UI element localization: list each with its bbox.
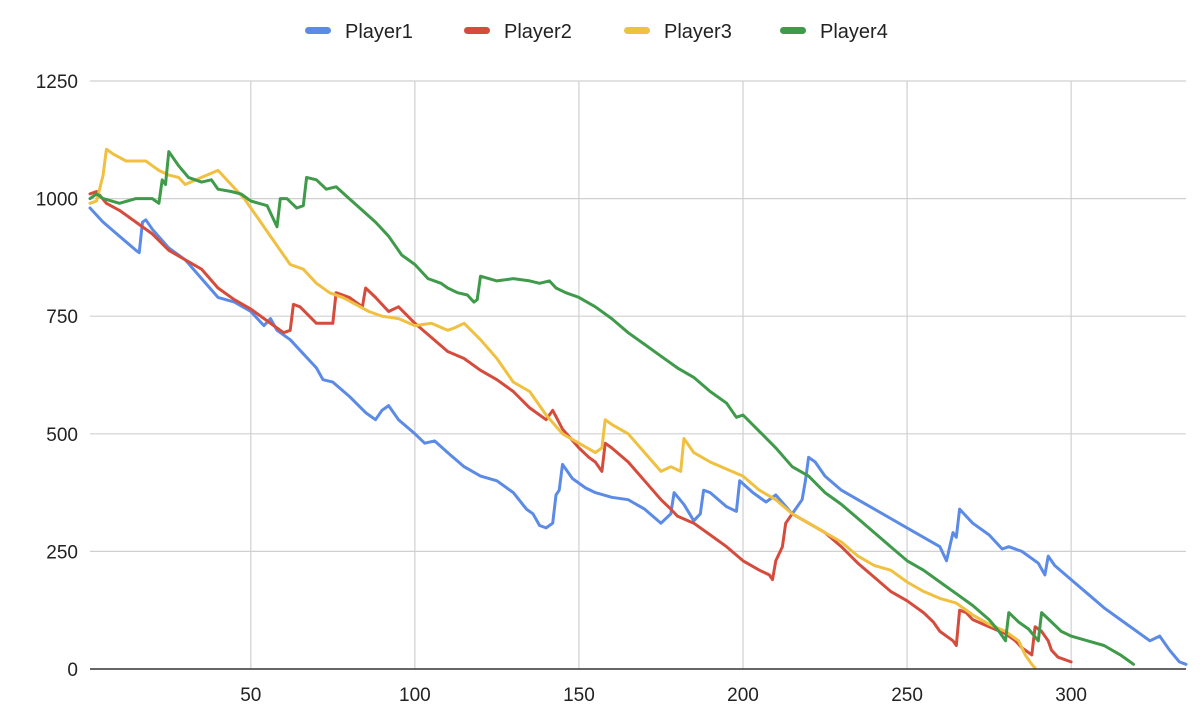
- y-tick-label: 750: [46, 307, 78, 328]
- y-tick-label: 1000: [36, 190, 78, 211]
- x-tick-label: 150: [563, 685, 595, 706]
- x-tick-label: 50: [240, 685, 261, 706]
- y-tick-label: 1250: [36, 72, 78, 93]
- y-tick-label: 250: [46, 542, 78, 563]
- legend-label-player3: Player3: [664, 21, 732, 43]
- legend-swatch-player2: [464, 27, 490, 34]
- x-axis-ticks: 50 100 150 200 250 300: [240, 685, 1087, 706]
- legend-label-player1: Player1: [345, 21, 413, 43]
- x-tick-label: 250: [891, 685, 923, 706]
- series-line-player4: [88, 150, 1135, 666]
- series-line-player2: [88, 190, 1073, 664]
- grid-lines: [90, 80, 1186, 669]
- series-line-player3: [88, 147, 1037, 670]
- y-axis-ticks: 0 250 500 750 1000 1250: [36, 72, 78, 681]
- legend-swatch-player3: [624, 27, 650, 34]
- y-tick-label: 500: [46, 425, 78, 446]
- x-tick-label: 300: [1055, 685, 1087, 706]
- series-line-player1: [88, 206, 1188, 666]
- legend-label-player2: Player2: [504, 21, 572, 43]
- legend-swatch-player4: [780, 27, 806, 34]
- legend-swatch-player1: [305, 27, 331, 34]
- x-tick-label: 100: [399, 685, 431, 706]
- legend-label-player4: Player4: [820, 21, 888, 43]
- series-lines: [88, 147, 1188, 670]
- y-tick-label: 0: [67, 660, 78, 681]
- legend: Player1 Player2 Player3 Player4: [305, 21, 888, 43]
- x-tick-label: 200: [727, 685, 759, 706]
